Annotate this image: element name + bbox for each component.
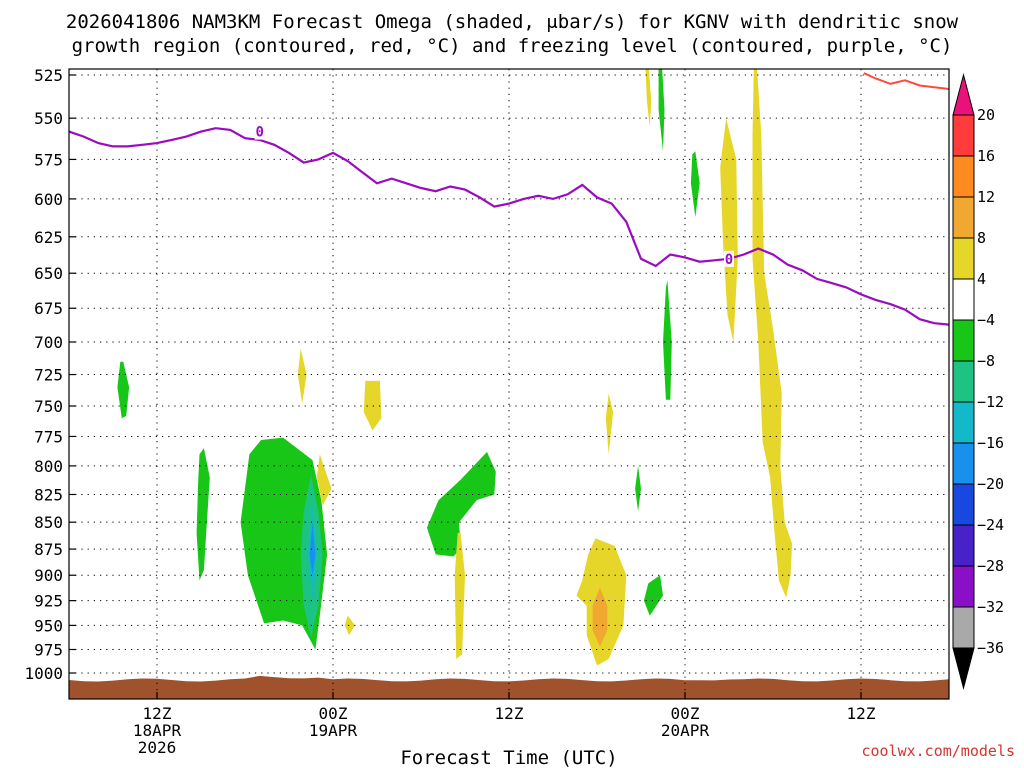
y-tick-label-3: 600 bbox=[34, 190, 63, 209]
omega-region-15 bbox=[344, 615, 355, 636]
x-tick-label-3-1: 20APR bbox=[661, 721, 710, 740]
colorbar-label-10: −24 bbox=[977, 516, 1004, 534]
colorbar-swatch-8 bbox=[952, 442, 975, 485]
y-tick-label-12: 825 bbox=[34, 485, 63, 504]
y-tick-label-16: 925 bbox=[34, 592, 63, 611]
omega-region-14 bbox=[363, 380, 382, 431]
omega-region-17 bbox=[454, 533, 465, 659]
omega-region-5 bbox=[309, 522, 316, 576]
x-axis-label: Forecast Time (UTC) bbox=[400, 747, 617, 768]
colorbar-label-7: −12 bbox=[977, 393, 1004, 411]
y-tick-label-10: 775 bbox=[34, 427, 63, 446]
colorbar-swatch-1 bbox=[952, 155, 975, 198]
y-tick-label-0: 525 bbox=[34, 66, 63, 85]
colorbar-bottom-arrow bbox=[952, 647, 975, 690]
colorbar-swatch-9 bbox=[952, 483, 975, 526]
colorbar-label-1: 16 bbox=[977, 147, 995, 165]
y-tick-label-11: 800 bbox=[34, 457, 63, 476]
dgz-contour-line bbox=[863, 72, 949, 90]
colorbar-label-12: −32 bbox=[977, 598, 1004, 616]
chart-title-line1: 2026041806 NAM3KM Forecast Omega (shaded… bbox=[66, 11, 959, 33]
omega-region-13 bbox=[316, 454, 332, 506]
y-tick-label-18: 975 bbox=[34, 641, 63, 660]
colorbar-swatch-11 bbox=[952, 565, 975, 608]
y-tick-label-4: 625 bbox=[34, 228, 63, 247]
omega-region-12 bbox=[297, 348, 307, 404]
omega-region-22 bbox=[752, 69, 793, 598]
omega-region-1 bbox=[196, 448, 210, 581]
colorbar-label-9: −20 bbox=[977, 475, 1004, 493]
omega-region-11 bbox=[643, 575, 663, 616]
x-tick-label-4-0: 12Z bbox=[847, 704, 876, 723]
y-axis: 525 550 575 600 625 650 675 700 725 750 775 800 825 8… bbox=[24, 66, 76, 683]
colorbar-swatch-0 bbox=[952, 114, 975, 157]
colorbar-swatch-7 bbox=[952, 401, 975, 444]
omega-region-16 bbox=[605, 393, 614, 455]
colorbar-swatch-2 bbox=[952, 196, 975, 239]
omega-region-9 bbox=[663, 280, 672, 400]
colorbar-label-5: −4 bbox=[977, 311, 995, 329]
colorbar-swatch-4 bbox=[952, 278, 975, 321]
colorbar: 20 16 12 8 4 −4 −8 −12 −16 −20 −24 −28 −32 −36 bbox=[952, 73, 1004, 690]
colorbar-swatch-6 bbox=[952, 360, 975, 403]
colorbar-label-13: −36 bbox=[977, 639, 1004, 657]
y-tick-label-9: 750 bbox=[34, 397, 63, 416]
y-tick-label-8: 725 bbox=[34, 366, 63, 385]
omega-shading bbox=[117, 69, 793, 666]
terrain-fill bbox=[69, 675, 949, 699]
y-tick-label-6: 675 bbox=[34, 299, 63, 318]
y-tick-label-17: 950 bbox=[34, 616, 63, 635]
colorbar-top-arrow bbox=[952, 73, 975, 116]
freezing-level-line bbox=[69, 127, 949, 326]
freezing-level-label-0: 0 bbox=[255, 125, 263, 141]
x-tick-label-0-0: 12Z bbox=[143, 704, 172, 723]
omega-region-6 bbox=[426, 451, 496, 557]
x-tick-label-1-1: 19APR bbox=[309, 721, 358, 740]
colorbar-label-3: 8 bbox=[977, 229, 986, 247]
x-tick-label-0-2: 2026 bbox=[138, 738, 177, 757]
omega-region-21 bbox=[720, 118, 738, 342]
grid bbox=[69, 69, 949, 699]
freezing-level-label-1: 0 bbox=[725, 252, 733, 268]
terrain-area bbox=[69, 675, 949, 699]
omega-region-20 bbox=[645, 69, 652, 127]
y-tick-label-19: 1000 bbox=[24, 664, 63, 683]
colorbar-label-2: 12 bbox=[977, 188, 995, 206]
y-tick-label-15: 900 bbox=[34, 566, 63, 585]
colorbar-label-0: 20 bbox=[977, 106, 995, 124]
y-tick-label-14: 875 bbox=[34, 540, 63, 559]
omega-region-7 bbox=[690, 151, 700, 218]
x-tick-label-2-0: 12Z bbox=[495, 704, 524, 723]
y-tick-label-7: 700 bbox=[34, 333, 63, 352]
omega-region-10 bbox=[635, 465, 641, 512]
colorbar-swatch-5 bbox=[952, 319, 975, 362]
y-tick-label-5: 650 bbox=[34, 264, 63, 283]
freezing-label-bg-0 bbox=[254, 123, 265, 140]
colorbar-swatch-10 bbox=[952, 524, 975, 567]
contours: 00 bbox=[69, 72, 949, 326]
chart-title-line2: growth region (contoured, red, °C) and f… bbox=[72, 35, 953, 57]
colorbar-swatch-12 bbox=[952, 606, 975, 649]
colorbar-label-4: 4 bbox=[977, 270, 986, 288]
y-tick-label-2: 575 bbox=[34, 150, 63, 169]
x-tick-label-3-0: 00Z bbox=[671, 704, 700, 723]
colorbar-swatch-3 bbox=[952, 237, 975, 280]
y-tick-label-13: 850 bbox=[34, 513, 63, 532]
omega-region-8 bbox=[658, 69, 665, 152]
omega-region-19 bbox=[592, 587, 608, 647]
x-tick-label-1-0: 00Z bbox=[319, 704, 348, 723]
colorbar-label-6: −8 bbox=[977, 352, 995, 370]
freezing-label-bg-1 bbox=[724, 250, 734, 267]
colorbar-label-11: −28 bbox=[977, 557, 1004, 575]
y-tick-label-1: 550 bbox=[34, 109, 63, 128]
plot-frame bbox=[68, 68, 950, 700]
credit-text: coolwx.com/models bbox=[861, 742, 1015, 760]
omega-region-0 bbox=[117, 361, 130, 419]
colorbar-label-8: −16 bbox=[977, 434, 1004, 452]
x-tick-label-0-1: 18APR bbox=[133, 721, 182, 740]
